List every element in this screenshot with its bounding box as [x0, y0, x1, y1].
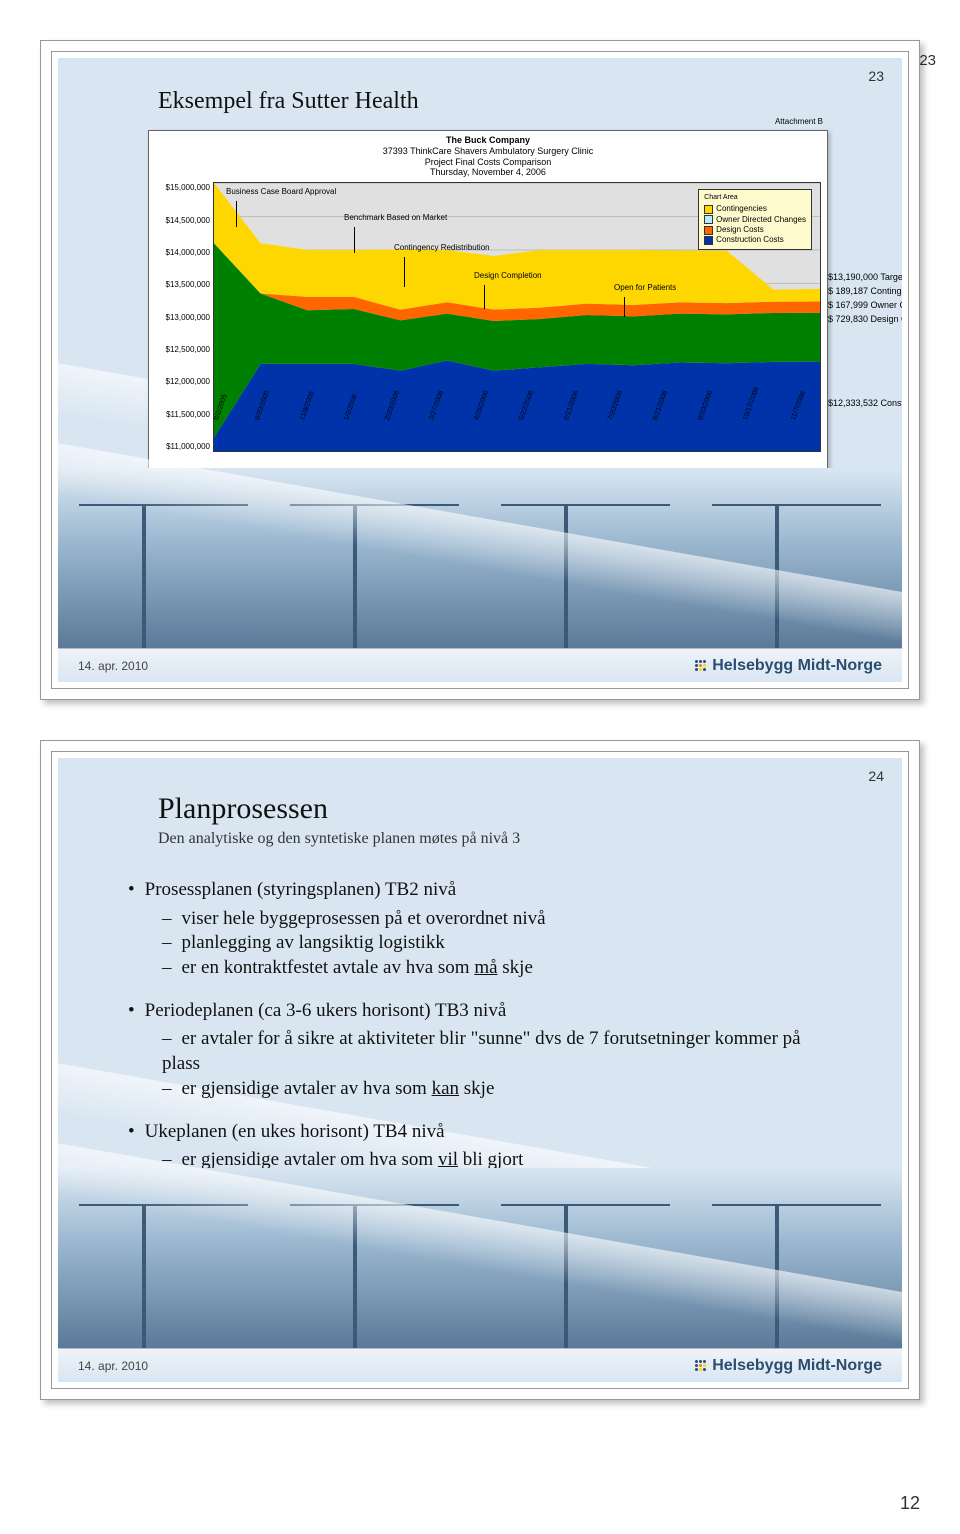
sub-bullet: er avtaler for å sikre at aktiviteter bl… [162, 1027, 842, 1076]
annot-business-case: Business Case Board Approval [226, 187, 336, 196]
slide-footer: 14. apr. 2010 Helsebygg Midt-Norge [58, 648, 902, 682]
chart-legend: Chart Area ContingenciesOwner Directed C… [698, 189, 812, 250]
construction-backdrop [58, 468, 902, 648]
slide-footer: 14. apr. 2010 Helsebygg Midt-Norge [58, 1348, 902, 1382]
bullet: Periodeplanen (ca 3-6 ukers horisont) TB… [128, 999, 842, 1102]
footer-date: 14. apr. 2010 [78, 659, 148, 673]
bullet: Prosessplanen (styringsplanen) TB2 nivåv… [128, 878, 842, 981]
annot-design-completion: Design Completion [474, 271, 542, 280]
page-corner-number: 23 [919, 52, 936, 69]
logo: Helsebygg Midt-Norge [695, 657, 882, 675]
slide1-number: 23 [868, 68, 884, 84]
legend-header: Chart Area [704, 193, 806, 202]
slide1-title: Eksempel fra Sutter Health [158, 88, 419, 115]
page-bottom-number: 12 [900, 1493, 920, 1514]
chart-y-axis: $15,000,000$14,500,000$14,000,000$13,500… [154, 183, 210, 451]
annot-contingency: Contingency Redistribution [394, 243, 490, 252]
slide2-number: 24 [868, 768, 884, 784]
chart-x-axis: 8/2/20059/20/200511/8/20051/2/20062/20/2… [213, 419, 821, 475]
chart-attachment-label: Attachment B [775, 117, 823, 126]
slide-1: 23 Eksempel fra Sutter Health Attachment… [40, 40, 920, 700]
slide2-subtitle: Den analytiske og den syntetiske planen … [158, 830, 520, 848]
annot-benchmark: Benchmark Based on Market [344, 213, 447, 222]
slide2-body: Prosessplanen (styringsplanen) TB2 nivåv… [128, 878, 842, 1191]
sub-bullet: planlegging av langsiktig logistikk [162, 931, 842, 956]
logo: Helsebygg Midt-Norge [695, 1357, 882, 1375]
slide2-title: Planprosessen [158, 792, 328, 826]
slide-2: 24 Planprosessen Den analytiske og den s… [40, 740, 920, 1400]
footer-date: 14. apr. 2010 [78, 1359, 148, 1373]
sub-bullet: viser hele byggeprosessen på et overordn… [162, 907, 842, 932]
sub-bullet: er gjensidige avtaler av hva som kan skj… [162, 1077, 842, 1102]
bullet: Ukeplanen (en ukes horisont) TB4 nivåer … [128, 1120, 842, 1173]
chart-side-values: $13,190,000 Target Cost$ 189,187 Conting… [828, 271, 902, 411]
chart-title: The Buck Company37393 ThinkCare Shavers … [149, 131, 827, 180]
sub-bullet: er en kontraktfestet avtale av hva som m… [162, 956, 842, 981]
logo-text: Helsebygg Midt-Norge [712, 657, 882, 675]
logo-text: Helsebygg Midt-Norge [712, 1357, 882, 1375]
annot-open-for-patients: Open for Patients [614, 283, 676, 292]
cost-chart: Attachment B The Buck Company37393 Think… [148, 130, 828, 480]
construction-backdrop [58, 1168, 902, 1348]
